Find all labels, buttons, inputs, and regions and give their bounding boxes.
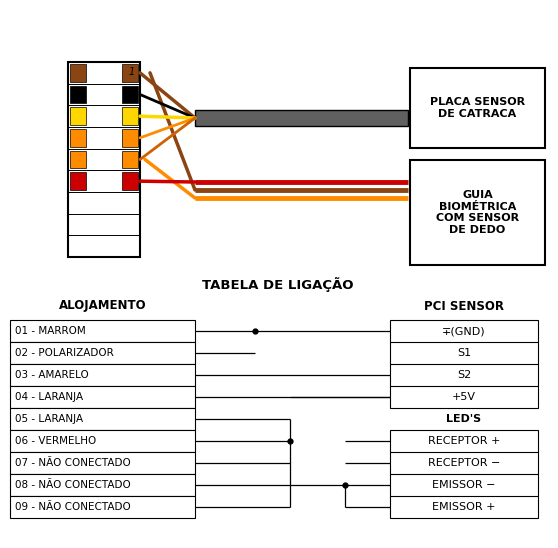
Text: S1: S1 xyxy=(457,348,471,358)
Text: +5V: +5V xyxy=(452,392,476,402)
Text: ALOJAMENTO: ALOJAMENTO xyxy=(59,300,146,312)
Text: S2: S2 xyxy=(457,370,471,380)
Bar xyxy=(70,151,86,168)
Bar xyxy=(70,172,86,190)
Text: RECEPTOR +: RECEPTOR + xyxy=(428,436,500,446)
Bar xyxy=(70,129,86,147)
Text: 01 - MARROM: 01 - MARROM xyxy=(15,326,86,336)
Bar xyxy=(122,129,138,147)
Bar xyxy=(122,85,138,104)
Bar xyxy=(10,408,195,430)
Bar xyxy=(10,386,195,408)
Text: 03 - AMARELO: 03 - AMARELO xyxy=(15,370,89,380)
Text: 1: 1 xyxy=(129,67,135,77)
Text: PLACA SENSOR
DE CATRACA: PLACA SENSOR DE CATRACA xyxy=(430,97,525,119)
Bar xyxy=(68,62,140,257)
Text: EMISSOR +: EMISSOR + xyxy=(432,502,496,512)
Text: GUIA
BIOMÉTRICA
COM SENSOR
DE DEDO: GUIA BIOMÉTRICA COM SENSOR DE DEDO xyxy=(436,190,519,235)
Text: PCI SENSOR: PCI SENSOR xyxy=(424,300,504,312)
Bar xyxy=(122,64,138,82)
Bar xyxy=(122,107,138,125)
Text: 08 - NÃO CONECTADO: 08 - NÃO CONECTADO xyxy=(15,480,131,490)
Bar xyxy=(410,68,545,148)
Bar xyxy=(70,85,86,104)
Bar xyxy=(10,496,195,518)
Text: TABELA DE LIGAÇÃO: TABELA DE LIGAÇÃO xyxy=(202,277,354,293)
Bar xyxy=(10,430,195,452)
Text: 02 - POLARIZADOR: 02 - POLARIZADOR xyxy=(15,348,114,358)
Text: EMISSOR −: EMISSOR − xyxy=(432,480,496,490)
Text: LED'S: LED'S xyxy=(446,414,482,424)
Bar xyxy=(10,364,195,386)
Text: ∓(GND): ∓(GND) xyxy=(442,326,486,336)
Bar xyxy=(122,172,138,190)
Bar xyxy=(70,107,86,125)
Bar xyxy=(10,342,195,364)
Bar xyxy=(390,320,538,408)
Text: RECEPTOR −: RECEPTOR − xyxy=(428,458,500,468)
Bar xyxy=(390,430,538,518)
Bar xyxy=(410,160,545,265)
Text: 04 - LARANJA: 04 - LARANJA xyxy=(15,392,83,402)
Bar xyxy=(195,110,408,126)
Bar xyxy=(10,320,195,342)
Text: 07 - NÃO CONECTADO: 07 - NÃO CONECTADO xyxy=(15,458,131,468)
Text: 09 - NÃO CONECTADO: 09 - NÃO CONECTADO xyxy=(15,502,131,512)
Bar xyxy=(122,151,138,168)
Bar xyxy=(70,64,86,82)
Text: 05 - LARANJA: 05 - LARANJA xyxy=(15,414,83,424)
Bar xyxy=(10,474,195,496)
Text: 06 - VERMELHO: 06 - VERMELHO xyxy=(15,436,96,446)
Bar xyxy=(10,452,195,474)
